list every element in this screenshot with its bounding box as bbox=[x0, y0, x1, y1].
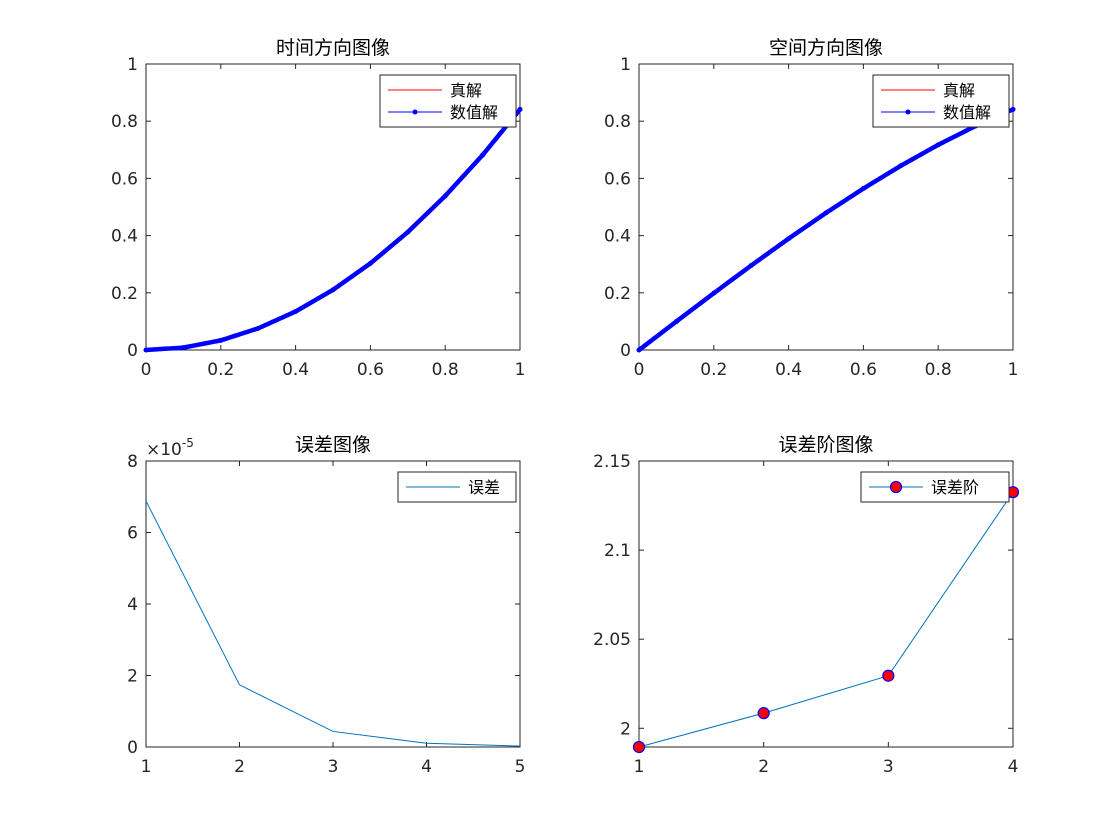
data-point-numeric bbox=[636, 347, 642, 353]
axes-title: 空间方向图像 bbox=[769, 37, 883, 59]
data-point-numeric bbox=[218, 337, 224, 343]
data-point-numeric bbox=[143, 347, 149, 353]
data-point-numeric bbox=[898, 163, 904, 169]
legend: 误差阶 bbox=[860, 471, 1010, 503]
x-tick-label: 1 bbox=[141, 757, 152, 777]
axes-frame bbox=[145, 460, 521, 748]
legend-swatch-dot bbox=[412, 109, 418, 115]
x-tick-label: 4 bbox=[1008, 757, 1019, 777]
legend-label: 数值解 bbox=[943, 103, 991, 122]
data-point-numeric bbox=[442, 193, 448, 199]
x-tick-label: 0.6 bbox=[850, 360, 877, 380]
y-tick-label: 0.8 bbox=[604, 112, 631, 132]
data-point-numeric bbox=[255, 325, 261, 331]
data-point-numeric bbox=[1010, 106, 1016, 112]
y-tick-label: 0.8 bbox=[111, 112, 138, 132]
y-tick-label: 0.6 bbox=[111, 169, 138, 189]
data-point-numeric bbox=[517, 106, 523, 112]
x-tick-label: 3 bbox=[883, 757, 894, 777]
y-tick-label: 2.15 bbox=[593, 452, 631, 472]
legend-swatch-dot bbox=[905, 109, 911, 115]
plot-area bbox=[145, 500, 521, 747]
legend-label: 误差阶 bbox=[931, 478, 979, 497]
plot-area bbox=[632, 486, 1020, 754]
y-tick-label: 1 bbox=[620, 55, 631, 75]
x-tick-label: 0.6 bbox=[357, 360, 384, 380]
data-point-order bbox=[632, 740, 646, 754]
y-tick-label: 0.4 bbox=[111, 227, 138, 247]
x-tick-label: 0.2 bbox=[207, 360, 234, 380]
y-tick-label: 6 bbox=[127, 524, 138, 544]
y-tick-label: 2 bbox=[127, 667, 138, 687]
data-point-numeric bbox=[405, 229, 411, 235]
x-tick-label: 4 bbox=[421, 757, 432, 777]
y-tick-label: 4 bbox=[127, 595, 138, 615]
x-tick-label: 2 bbox=[234, 757, 245, 777]
legend-label: 误差 bbox=[468, 478, 500, 497]
series-line-order bbox=[638, 491, 1014, 748]
y-tick-label: 0.2 bbox=[604, 284, 631, 304]
x-tick-label: 1 bbox=[515, 360, 526, 380]
data-point-order bbox=[757, 707, 770, 720]
y-tick-label: 0.2 bbox=[111, 284, 138, 304]
data-point-numeric bbox=[293, 309, 299, 315]
series-line-error bbox=[145, 500, 521, 747]
y-tick-label: 0 bbox=[127, 738, 138, 758]
x-tick-label: 0.2 bbox=[700, 360, 727, 380]
data-point-numeric bbox=[748, 262, 754, 268]
legend: 误差 bbox=[397, 471, 517, 503]
data-point-order bbox=[882, 669, 895, 682]
data-point-numeric bbox=[786, 236, 792, 242]
axes-frame bbox=[638, 460, 1014, 748]
plot-area bbox=[143, 106, 523, 353]
y-tick-label: 0.6 bbox=[604, 169, 631, 189]
legend-swatch-marker bbox=[889, 480, 903, 494]
legend-label: 真解 bbox=[450, 81, 482, 100]
x-tick-label: 2 bbox=[758, 757, 769, 777]
data-point-numeric bbox=[330, 287, 336, 293]
data-point-numeric bbox=[935, 142, 941, 148]
axes-title: 误差图像 bbox=[295, 434, 371, 456]
plot-area bbox=[636, 106, 1016, 353]
x-tick-label: 0.4 bbox=[282, 360, 309, 380]
y-tick-label: 0.4 bbox=[604, 227, 631, 247]
legend-label: 真解 bbox=[943, 81, 975, 100]
x-tick-label: 0.4 bbox=[775, 360, 802, 380]
legend-label: 数值解 bbox=[450, 103, 498, 122]
x-tick-label: 3 bbox=[328, 757, 339, 777]
data-point-numeric bbox=[823, 210, 829, 216]
y-tick-label: 2 bbox=[620, 719, 631, 739]
x-tick-label: 0 bbox=[634, 360, 645, 380]
legend-box bbox=[379, 74, 517, 128]
y-tick-label: 2.05 bbox=[593, 630, 631, 650]
y-tick-label: 0 bbox=[127, 341, 138, 361]
legend-box bbox=[872, 74, 1010, 128]
x-tick-label: 5 bbox=[515, 757, 526, 777]
data-point-numeric bbox=[480, 152, 486, 158]
x-tick-label: 1 bbox=[1008, 360, 1019, 380]
x-tick-label: 0 bbox=[141, 360, 152, 380]
y-tick-label: 1 bbox=[127, 55, 138, 75]
axes-title: 时间方向图像 bbox=[276, 37, 390, 59]
x-tick-label: 0.8 bbox=[925, 360, 952, 380]
y-tick-label: 0 bbox=[620, 341, 631, 361]
data-point-numeric bbox=[860, 186, 866, 192]
y-tick-label: 2.1 bbox=[604, 541, 631, 561]
data-point-numeric bbox=[367, 260, 373, 266]
x-tick-label: 0.8 bbox=[432, 360, 459, 380]
axes-title: 误差阶图像 bbox=[778, 434, 873, 456]
y-exponent-label: ×10-5 bbox=[146, 436, 194, 460]
data-point-numeric bbox=[711, 290, 717, 296]
x-tick-label: 1 bbox=[634, 757, 645, 777]
data-point-numeric bbox=[180, 345, 186, 351]
data-point-numeric bbox=[673, 318, 679, 324]
y-tick-label: 8 bbox=[127, 452, 138, 472]
